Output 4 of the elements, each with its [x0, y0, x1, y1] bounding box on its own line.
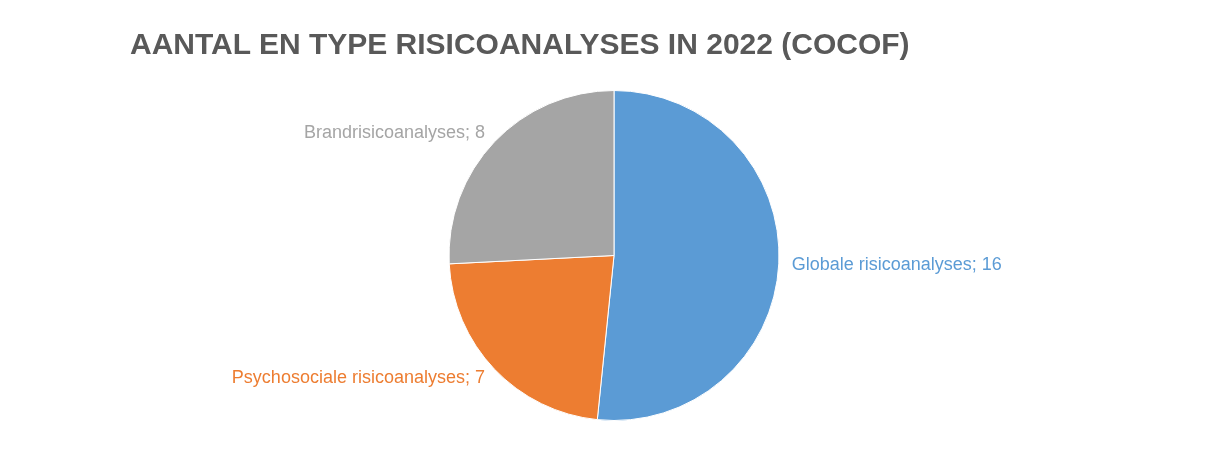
chart-title: AANTAL EN TYPE RISICOANALYSES IN 2022 (COCOF)	[130, 27, 910, 60]
slice-label: Psychosociale risicoanalyses; 7	[231, 367, 485, 388]
slice-label: Globale risicoanalyses; 16	[791, 253, 1002, 274]
slice-label: Brandrisicoanalyses; 8	[303, 121, 485, 142]
